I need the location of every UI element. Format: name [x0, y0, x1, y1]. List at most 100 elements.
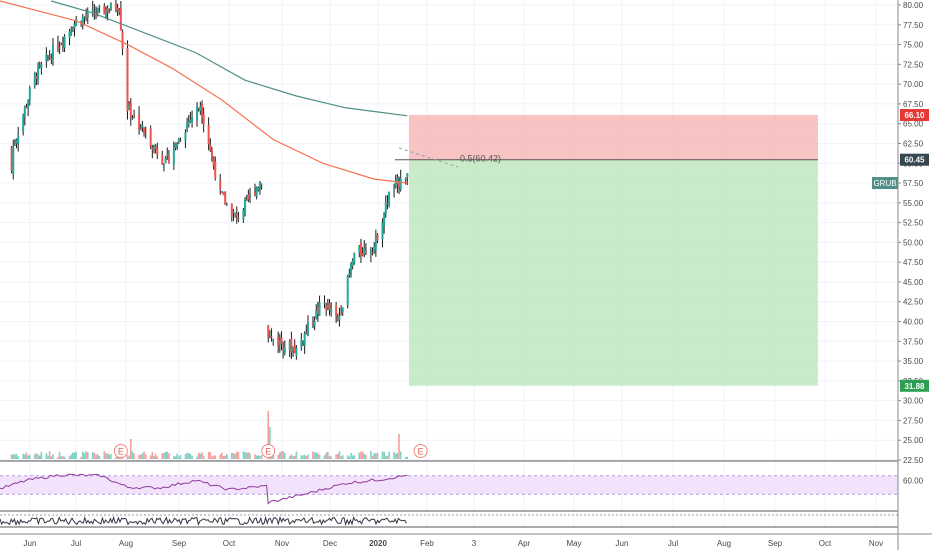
- candle-body[interactable]: [326, 304, 329, 309]
- candle-body[interactable]: [179, 140, 182, 142]
- candle-body[interactable]: [91, 9, 94, 12]
- candle-body[interactable]: [17, 135, 20, 144]
- candle-body[interactable]: [394, 181, 397, 187]
- candle-body[interactable]: [374, 235, 377, 250]
- earnings-marker[interactable]: E: [261, 444, 276, 458]
- candle-body[interactable]: [172, 149, 175, 165]
- candle-body[interactable]: [81, 17, 84, 25]
- candle-body[interactable]: [47, 57, 50, 59]
- candle-body[interactable]: [290, 338, 293, 352]
- candle-body[interactable]: [245, 196, 248, 198]
- candle-body[interactable]: [257, 187, 260, 191]
- candle-body[interactable]: [318, 302, 321, 316]
- candle-body[interactable]: [305, 332, 308, 334]
- earnings-marker[interactable]: E: [113, 444, 128, 458]
- candle-body[interactable]: [149, 128, 152, 147]
- candle-body[interactable]: [316, 307, 319, 314]
- candle-body[interactable]: [346, 275, 349, 306]
- candle-body[interactable]: [139, 128, 142, 130]
- candle-body[interactable]: [73, 23, 76, 29]
- candle-body[interactable]: [138, 114, 141, 130]
- candle-body[interactable]: [104, 9, 107, 18]
- candle-body[interactable]: [177, 138, 180, 142]
- candle-body[interactable]: [128, 104, 131, 110]
- candle-body[interactable]: [96, 8, 99, 14]
- candle-body[interactable]: [151, 147, 154, 150]
- candle-body[interactable]: [280, 337, 283, 345]
- candle-body[interactable]: [68, 31, 71, 39]
- candle-body[interactable]: [176, 144, 179, 146]
- candle-body[interactable]: [108, 9, 111, 11]
- candle-body[interactable]: [399, 178, 402, 190]
- candle-body[interactable]: [207, 125, 210, 145]
- candle-body[interactable]: [23, 106, 26, 117]
- candle-body[interactable]: [361, 252, 364, 256]
- candle-body[interactable]: [253, 192, 256, 196]
- candle-body[interactable]: [119, 8, 122, 31]
- candle-body[interactable]: [244, 199, 247, 214]
- candle-body[interactable]: [277, 337, 280, 346]
- candle-body[interactable]: [302, 342, 304, 344]
- candle-body[interactable]: [86, 11, 89, 18]
- candle-body[interactable]: [48, 56, 51, 58]
- candle-body[interactable]: [199, 106, 202, 112]
- candle-body[interactable]: [184, 131, 187, 142]
- candle-body[interactable]: [209, 145, 212, 151]
- candle-body[interactable]: [353, 252, 356, 263]
- candle-body[interactable]: [70, 31, 73, 36]
- candle-body[interactable]: [267, 325, 270, 338]
- price-label[interactable]: 31.88: [900, 379, 929, 392]
- candle-body[interactable]: [303, 333, 306, 346]
- candle-body[interactable]: [126, 48, 129, 112]
- candle-body[interactable]: [232, 211, 235, 214]
- candle-body[interactable]: [75, 19, 78, 26]
- candle-body[interactable]: [71, 30, 74, 32]
- candle-body[interactable]: [404, 178, 407, 181]
- candle-body[interactable]: [214, 161, 217, 179]
- candle-body[interactable]: [114, 3, 117, 10]
- candle-body[interactable]: [300, 339, 303, 348]
- candle-body[interactable]: [249, 194, 252, 198]
- candle-body[interactable]: [313, 320, 316, 327]
- candle-body[interactable]: [363, 248, 366, 255]
- candle-body[interactable]: [371, 252, 374, 254]
- candle-body[interactable]: [33, 72, 36, 87]
- candle-body[interactable]: [37, 66, 40, 81]
- stop-loss-zone[interactable]: [408, 114, 818, 160]
- candle-body[interactable]: [373, 246, 376, 253]
- candle-body[interactable]: [364, 250, 367, 254]
- candle-body[interactable]: [242, 210, 245, 221]
- candle-body[interactable]: [359, 242, 362, 255]
- candle-body[interactable]: [338, 315, 341, 321]
- candle-body[interactable]: [129, 103, 132, 118]
- candle-body[interactable]: [50, 58, 53, 61]
- candle-body[interactable]: [393, 188, 396, 190]
- candle-body[interactable]: [191, 117, 194, 122]
- candle-body[interactable]: [247, 194, 250, 200]
- candle-body[interactable]: [22, 115, 25, 132]
- candle-body[interactable]: [45, 54, 48, 62]
- candle-body[interactable]: [131, 117, 134, 119]
- candle-body[interactable]: [186, 123, 189, 129]
- candle-body[interactable]: [28, 87, 31, 101]
- candle-body[interactable]: [328, 302, 331, 311]
- candle-body[interactable]: [98, 6, 101, 8]
- price-label[interactable]: 60.45: [900, 153, 929, 166]
- candle-body[interactable]: [10, 147, 13, 172]
- candle-body[interactable]: [219, 180, 222, 190]
- candle-body[interactable]: [311, 321, 314, 325]
- candle-body[interactable]: [164, 157, 167, 164]
- candle-body[interactable]: [13, 144, 16, 146]
- candle-body[interactable]: [335, 305, 338, 316]
- candle-body[interactable]: [381, 222, 384, 240]
- candle-body[interactable]: [27, 100, 30, 109]
- candle-body[interactable]: [383, 212, 386, 226]
- candle-body[interactable]: [106, 7, 109, 13]
- candle-body[interactable]: [406, 173, 409, 178]
- candle-body[interactable]: [187, 121, 190, 126]
- candle-body[interactable]: [260, 184, 263, 186]
- candle-body[interactable]: [315, 310, 318, 319]
- candle-body[interactable]: [197, 107, 200, 109]
- candle-body[interactable]: [351, 260, 354, 267]
- candle-body[interactable]: [398, 181, 401, 188]
